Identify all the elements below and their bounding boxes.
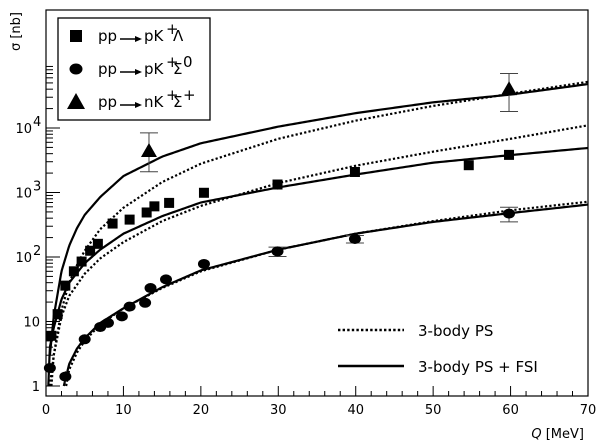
y-tick-exponent: 2 <box>33 244 41 259</box>
x-tick-label: 0 <box>42 403 50 418</box>
legend-kaon-charge: + <box>166 53 179 71</box>
x-tick-label: 40 <box>347 403 364 418</box>
legend-final-state: nK <box>144 93 165 111</box>
x-axis-unit: [MeV] <box>546 427 584 442</box>
triangle-point <box>140 142 157 157</box>
legend-bottom: 3-body PS 3-body PS + FSI <box>338 322 538 376</box>
legend-hyperon-charge: + <box>183 86 196 104</box>
legend-initial-state: pp <box>98 27 117 45</box>
circle-point <box>43 363 56 374</box>
legend-kaon-charge: + <box>166 20 179 38</box>
square-point <box>107 218 118 229</box>
legend-initial-state: pp <box>98 93 117 111</box>
circle-point <box>115 311 128 322</box>
legend-initial-state: pp <box>98 60 117 78</box>
legend-triangle-marker <box>67 93 85 109</box>
x-tick-label: 30 <box>270 403 287 418</box>
circle-point <box>78 334 91 345</box>
square-point <box>504 149 515 160</box>
circle-point <box>271 246 284 257</box>
circle-point <box>101 317 114 328</box>
y-tick-label: 10 <box>15 251 32 266</box>
circle-point <box>160 274 173 285</box>
x-tick-label: 60 <box>502 403 519 418</box>
curves-layer <box>47 80 588 387</box>
square-point <box>141 207 152 218</box>
square-point <box>463 160 474 171</box>
x-axis-title: Q [MeV] <box>531 427 584 442</box>
legend-circle-marker <box>69 63 83 75</box>
x-tick-label: 10 <box>115 403 132 418</box>
legend-label-dotted: 3-body PS <box>418 322 493 340</box>
curve-dotted-5 <box>65 200 588 387</box>
circle-point <box>139 297 152 308</box>
legend-square-marker <box>70 30 82 42</box>
circle-point <box>59 371 72 382</box>
square-point <box>349 166 360 177</box>
square-point <box>124 214 135 225</box>
legend-kaon-charge: + <box>166 86 179 104</box>
legend-arrow-head <box>135 36 142 42</box>
square-point <box>76 256 87 267</box>
curve-solid-0 <box>48 82 588 356</box>
y-tick-label: 10 <box>23 316 40 331</box>
legend-hyperon: Σ <box>173 93 182 111</box>
legend-hyperon-charge: 0 <box>183 53 193 71</box>
y-tick-label: 10 <box>15 122 32 137</box>
triangle-point <box>501 81 518 96</box>
circle-point <box>197 258 210 269</box>
square-point <box>60 280 71 291</box>
curve-dotted-3 <box>48 124 588 387</box>
x-tick-label: 50 <box>425 403 442 418</box>
curve-solid-4 <box>62 203 588 387</box>
square-point <box>52 309 63 320</box>
circle-point <box>144 283 157 294</box>
legend-hyperon: Σ <box>173 60 182 78</box>
legend-final-state: pK <box>144 27 165 45</box>
x-tick-label: 20 <box>193 403 210 418</box>
circle-point <box>123 301 136 312</box>
square-point <box>272 179 283 190</box>
circle-point <box>348 234 361 245</box>
square-point <box>92 238 103 249</box>
square-point <box>164 197 175 208</box>
square-point <box>198 187 209 198</box>
square-point <box>85 245 96 256</box>
legend-top-box <box>57 17 211 121</box>
y-tick-exponent: 4 <box>33 115 41 130</box>
curve-solid-2 <box>47 146 588 387</box>
points-layer <box>43 72 519 384</box>
legend-arrow-head <box>135 102 142 108</box>
y-tick-label: 10 <box>15 187 32 202</box>
legend-label-solid: 3-body PS + FSI <box>418 358 538 376</box>
legend-arrow-head <box>135 69 142 75</box>
x-tick-label: 70 <box>580 403 597 418</box>
legend-hyperon: Λ <box>173 27 184 45</box>
x-axis-symbol: Q <box>531 427 545 442</box>
square-point <box>68 266 79 277</box>
circle-point <box>503 208 516 219</box>
square-point <box>149 201 160 212</box>
plot-frame <box>45 9 589 397</box>
y-tick-exponent: 3 <box>33 180 41 195</box>
legend-final-state: pK <box>144 60 165 78</box>
legend-top: pp pK +Λpp pK +Σ 0pp nK +Σ + <box>57 17 211 121</box>
y-tick-label: 1 <box>32 380 40 395</box>
curve-dotted-1 <box>50 80 588 387</box>
y-axis-title: σ [nb] <box>9 12 24 51</box>
